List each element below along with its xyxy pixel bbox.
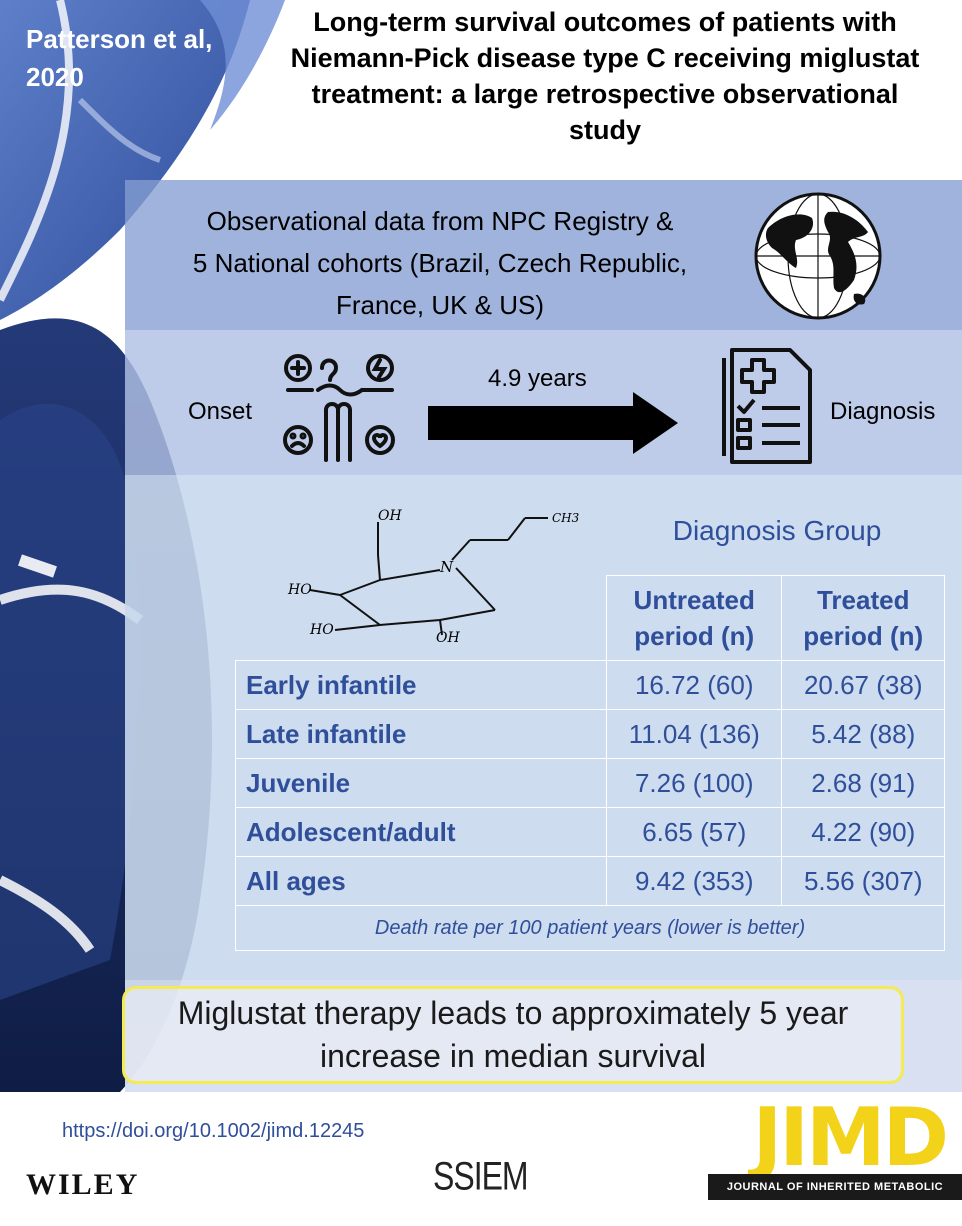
row-label: All ages <box>235 856 607 906</box>
column-header-untreated-line1: Untreated <box>633 585 755 615</box>
molecule-label-oh: OH <box>378 508 402 524</box>
arrow-right-icon <box>428 392 678 454</box>
timeline-band <box>125 330 962 475</box>
untreated-value: 16.72 (60) <box>605 660 783 710</box>
treated-value: 2.68 (91) <box>781 758 945 808</box>
summary-line-2: increase in median survival <box>320 1038 706 1074</box>
page-title: Long-term survival outcomes of patients … <box>290 7 920 145</box>
checklist-icon <box>722 348 812 464</box>
molecule-label-ch3: CH3 <box>552 511 580 525</box>
table-row: Early infantile 16.72 (60) 20.67 (38) <box>235 660 945 710</box>
molecule-label-n: N <box>439 558 454 576</box>
obs-line-1: Observational data from NPC Registry & <box>206 206 674 236</box>
symptoms-icon <box>283 354 395 462</box>
interval-label: 4.9 years <box>488 365 587 392</box>
diagnosis-group-title: Diagnosis Group <box>672 515 882 546</box>
treated-value: 5.56 (307) <box>781 856 945 906</box>
untreated-value: 9.42 (353) <box>605 856 783 906</box>
treated-value: 20.67 (38) <box>781 660 945 710</box>
wiley-logo: WILEY <box>26 1168 140 1201</box>
ssiem-logo: SSIEM <box>433 1153 529 1199</box>
column-header-untreated-line2: period (n) <box>634 621 755 651</box>
diagnosis-label: Diagnosis <box>830 398 936 425</box>
untreated-value: 7.26 (100) <box>605 758 783 808</box>
table-row: Late infantile 11.04 (136) 5.42 (88) <box>235 709 945 759</box>
death-rate-table: Untreated period (n) Treated period (n) … <box>235 575 945 951</box>
column-header-treated: Treated period (n) <box>781 575 945 661</box>
table-row: Adolescent/adult 6.65 (57) 4.22 (90) <box>235 807 945 857</box>
onset-label: Onset <box>188 398 253 425</box>
table-row: All ages 9.42 (353) 5.56 (307) <box>235 856 945 906</box>
table-header-blank <box>235 575 607 661</box>
jimd-logo-block: JIMD JOURNAL OF INHERITED METABOLIC DISE… <box>708 1091 962 1219</box>
obs-line-2: 5 National cohorts (Brazil, Czech Republ… <box>192 248 688 278</box>
untreated-value: 6.65 (57) <box>605 807 783 857</box>
treated-value: 4.22 (90) <box>781 807 945 857</box>
table-footnote: Death rate per 100 patient years (lower … <box>235 905 945 951</box>
table-row: Juvenile 7.26 (100) 2.68 (91) <box>235 758 945 808</box>
row-label: Juvenile <box>235 758 607 808</box>
globe-icon <box>754 192 882 320</box>
observational-description: Observational data from NPC Registry & 5… <box>150 200 730 326</box>
summary-callout: Miglustat therapy leads to approximately… <box>122 986 904 1084</box>
summary-line-1: Miglustat therapy leads to approximately… <box>177 995 849 1031</box>
column-header-untreated: Untreated period (n) <box>605 575 783 661</box>
doi-link[interactable]: https://doi.org/10.1002/jimd.12245 <box>62 1120 365 1142</box>
table-footnote-row: Death rate per 100 patient years (lower … <box>235 905 945 951</box>
obs-line-3: France, UK & US) <box>335 290 545 320</box>
row-label: Early infantile <box>235 660 607 710</box>
author-citation: Patterson et al, 2020 <box>26 20 212 96</box>
row-label: Adolescent/adult <box>235 807 607 857</box>
column-header-treated-line2: period (n) <box>803 621 924 651</box>
column-header-treated-line1: Treated <box>816 585 910 615</box>
treated-value: 5.42 (88) <box>781 709 945 759</box>
author-name: Patterson et al, <box>26 24 213 54</box>
untreated-value: 11.04 (136) <box>605 709 783 759</box>
row-label: Late infantile <box>235 709 607 759</box>
publication-year: 2020 <box>26 62 84 92</box>
jimd-subtitle: JOURNAL OF INHERITED METABOLIC DISEASE <box>708 1174 962 1219</box>
jimd-logo: JIMD <box>752 1091 949 1184</box>
table-header-row: Untreated period (n) Treated period (n) <box>235 575 945 661</box>
